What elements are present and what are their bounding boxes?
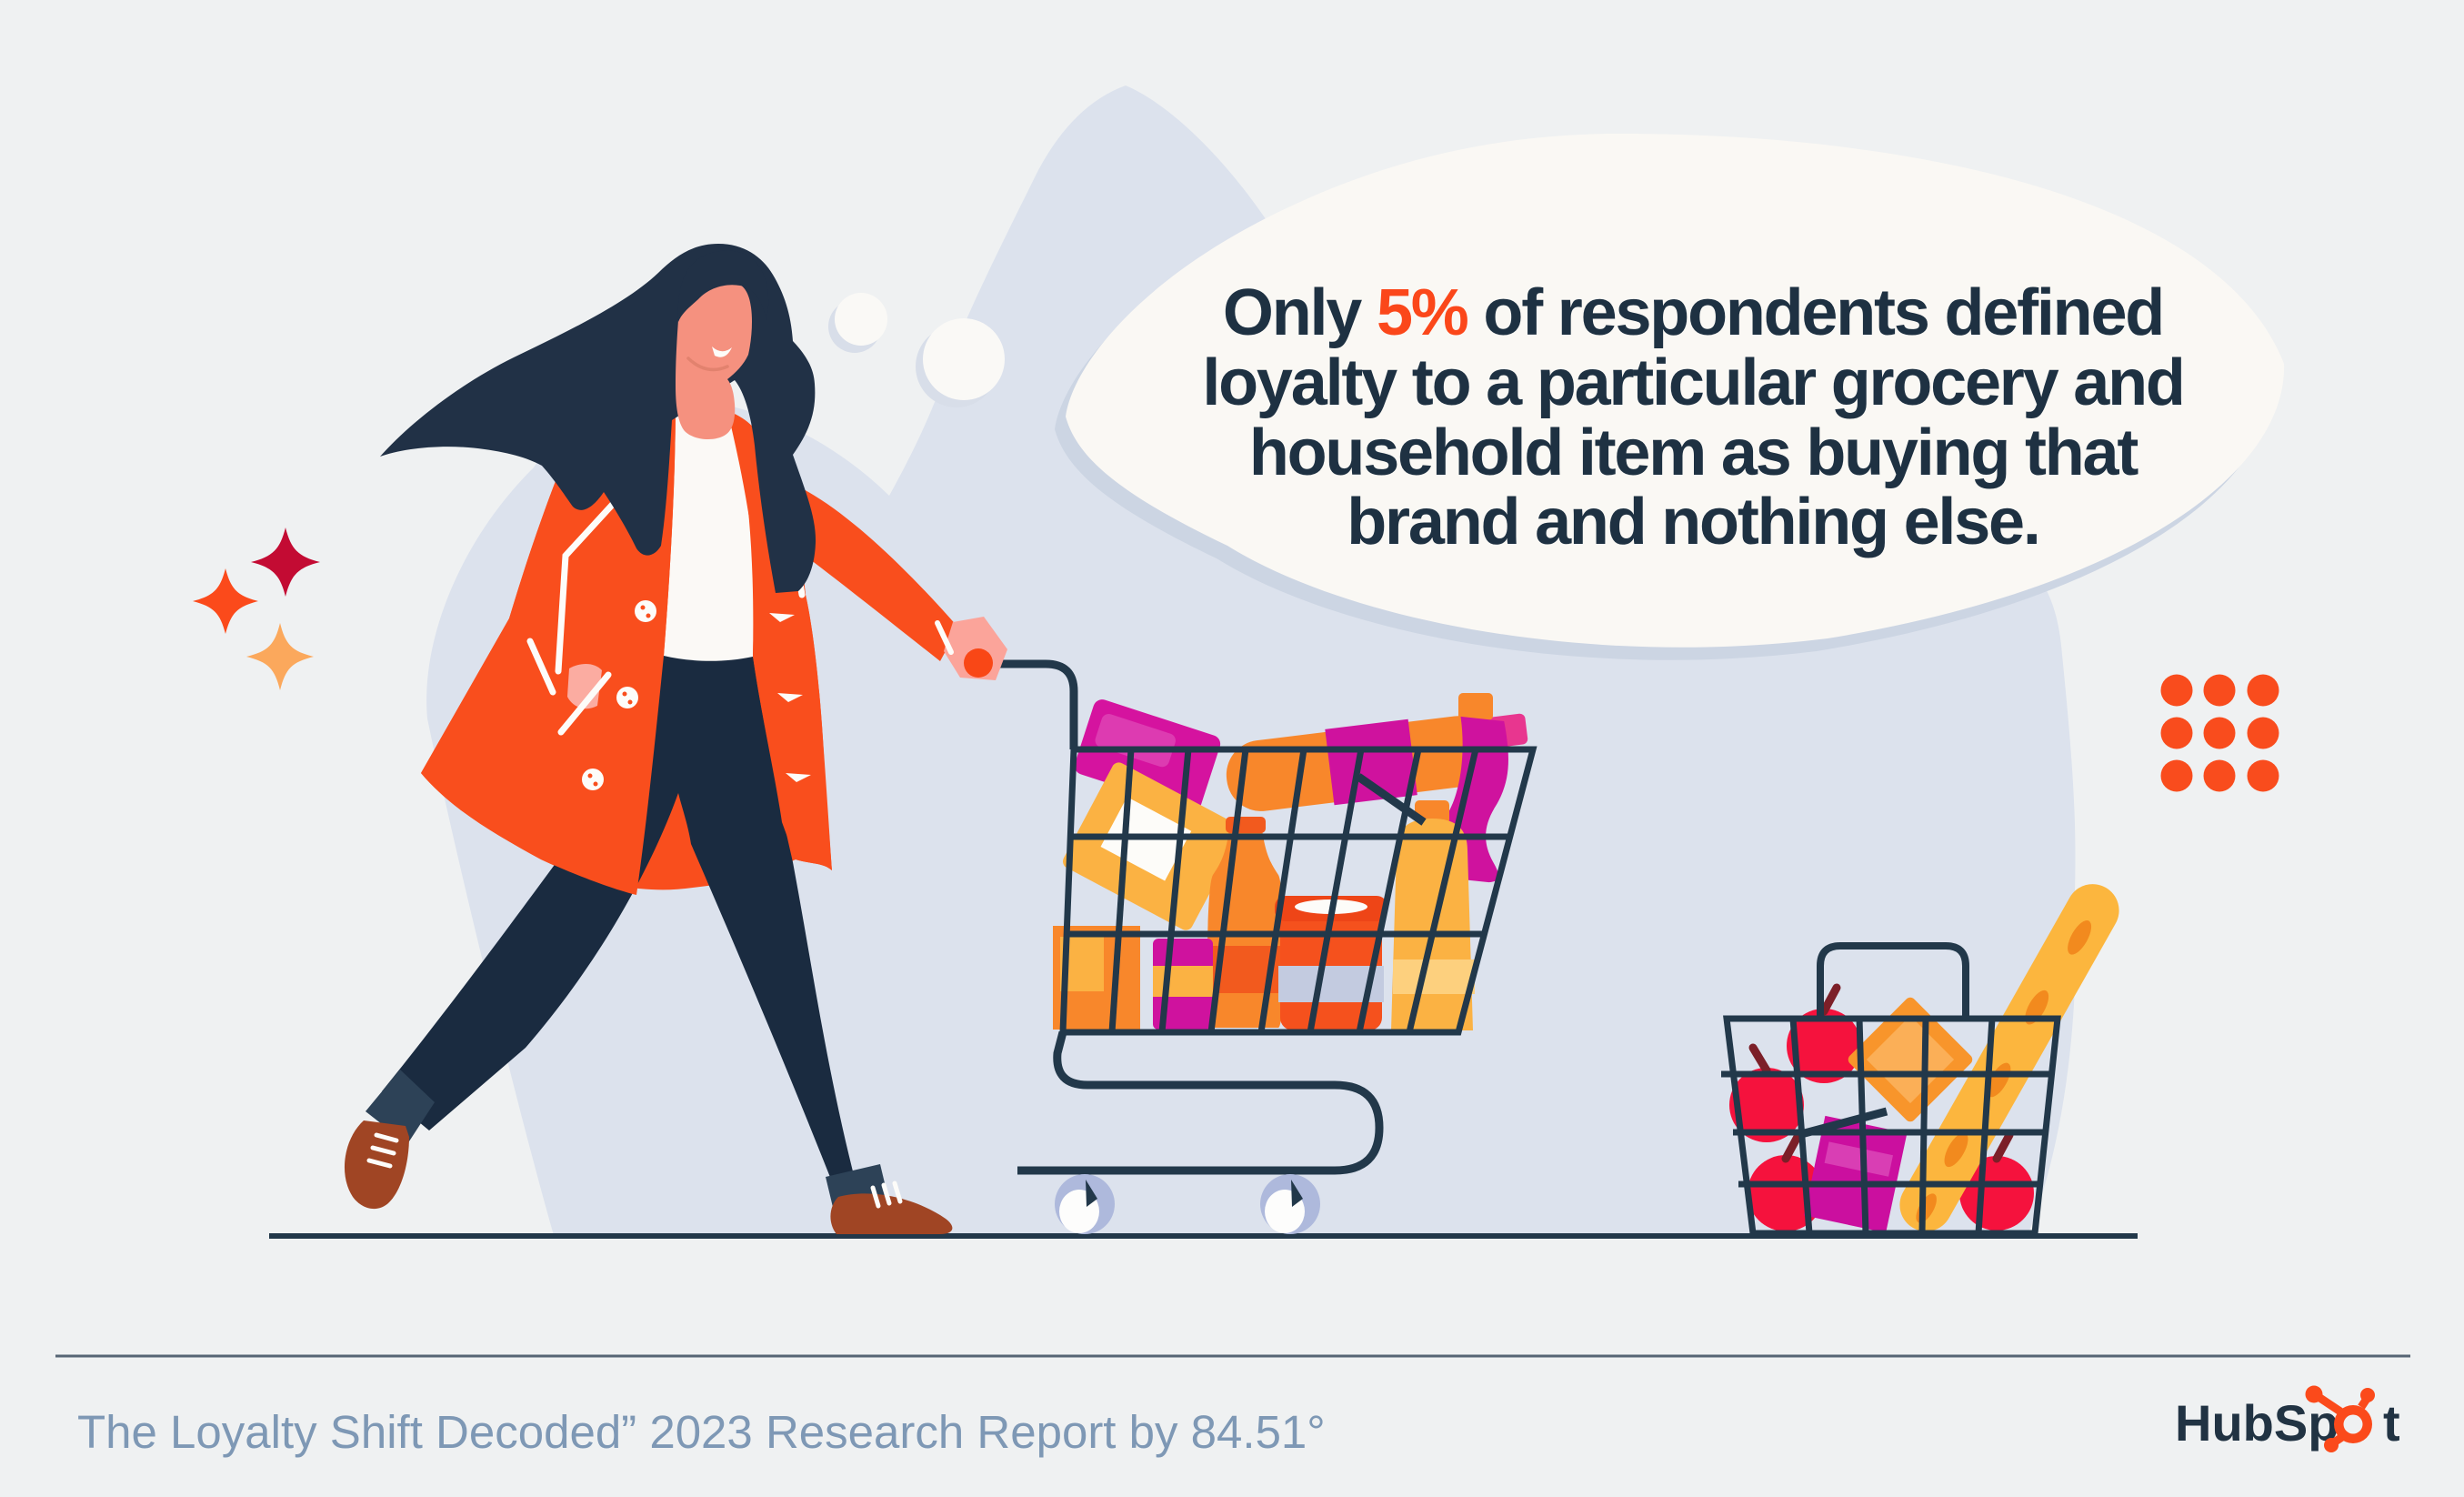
svg-text:household item as buying that: household item as buying that	[1249, 417, 2138, 489]
svg-text:t: t	[2383, 1394, 2400, 1452]
svg-text:brand and nothing else.: brand and nothing else.	[1347, 486, 2038, 558]
svg-text:The Loyalty Shift Decoded” 202: The Loyalty Shift Decoded” 2023 Research…	[77, 1406, 1326, 1458]
svg-text:loyalty to a particular grocer: loyalty to a particular grocery and	[1202, 347, 2183, 419]
svg-text:Only 5% of respondents defined: Only 5% of respondents defined	[1223, 276, 2163, 349]
svg-text:HubSp: HubSp	[2175, 1394, 2339, 1452]
